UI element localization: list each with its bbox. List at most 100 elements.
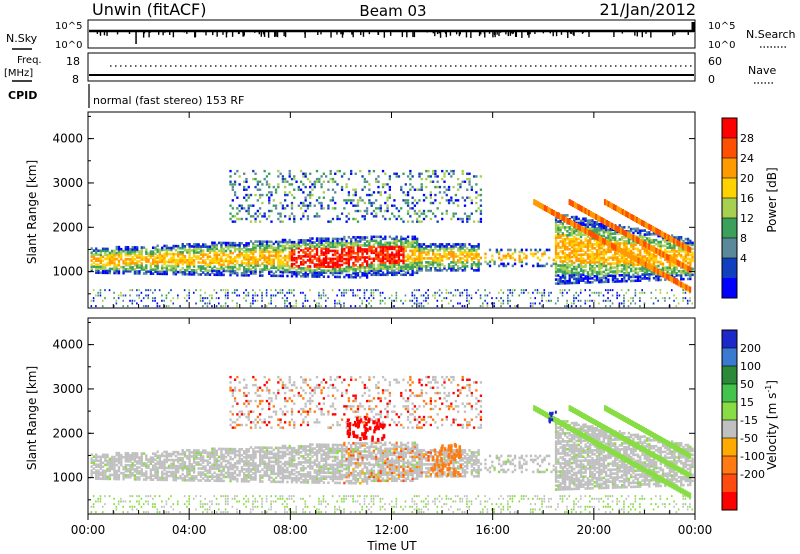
- scatter-cell: [416, 217, 419, 221]
- scatter-cell: [336, 269, 339, 273]
- scatter-cell: [215, 251, 219, 255]
- scatter-cell: [591, 251, 594, 254]
- scatter-cell: [220, 257, 223, 261]
- scatter-cell: [634, 291, 637, 294]
- scatter-cell: [602, 232, 605, 236]
- scatter-cell: [573, 235, 576, 239]
- scatter-cell: [584, 239, 587, 242]
- scatter-cell: [265, 240, 269, 244]
- scatter-cell: [625, 271, 628, 275]
- scatter-cell: [379, 253, 382, 257]
- scatter-cell: [666, 291, 669, 294]
- scatter-cell: [422, 249, 426, 252]
- scatter-cell: [395, 239, 398, 243]
- scatter-cell: [452, 169, 455, 173]
- scatter-cell: [343, 172, 346, 175]
- scatter-cell: [227, 255, 230, 259]
- scatter-cell: [188, 294, 191, 297]
- scatter-cell: [270, 260, 273, 264]
- scatter-cell: [386, 209, 389, 213]
- scatter-cell: [190, 245, 193, 248]
- scatter-cell: [331, 243, 335, 247]
- scatter-cell: [372, 263, 376, 267]
- scatter-cell: [450, 196, 453, 199]
- scatter-cell: [306, 249, 310, 252]
- scatter-cell: [627, 247, 631, 251]
- scatter-cell: [101, 475, 105, 479]
- scatter-cell: [674, 238, 678, 245]
- scatter-cell: [334, 269, 337, 273]
- scatter-cell: [411, 207, 414, 210]
- scatter-cell: [404, 273, 407, 277]
- scatter-cell: [258, 258, 262, 261]
- scatter-cell: [673, 250, 676, 253]
- scatter-cell: [304, 297, 307, 300]
- scatter-cell: [545, 262, 549, 266]
- scatter-cell: [686, 239, 690, 243]
- scatter-cell: [306, 193, 310, 197]
- scatter-cell: [356, 260, 360, 263]
- scatter-cell: [309, 261, 312, 264]
- scatter-cell: [270, 246, 273, 250]
- scatter-cell: [315, 302, 318, 305]
- scatter-cell: [249, 270, 253, 273]
- scatter-cell: [511, 294, 514, 297]
- scatter-cell: [206, 249, 209, 252]
- scatter-cell: [642, 240, 646, 247]
- scatter-cell: [340, 249, 344, 253]
- scatter-cell: [664, 299, 666, 302]
- scatter-cell: [604, 280, 608, 284]
- scatter-cell: [350, 243, 353, 247]
- scatter-cell: [306, 255, 310, 258]
- scatter-cell: [675, 268, 678, 271]
- scatter-cell: [568, 241, 571, 245]
- y-tick-label: 1000: [52, 265, 83, 279]
- scatter-cell: [190, 271, 193, 274]
- scatter-cell: [245, 244, 248, 247]
- scatter-cell: [604, 236, 608, 240]
- scatter-cell: [142, 256, 146, 259]
- scatter-cell: [404, 263, 407, 267]
- scatter-cell: [452, 247, 455, 250]
- scatter-cell: [356, 265, 360, 269]
- scatter-cell: [202, 271, 205, 274]
- scatter-cell: [315, 269, 319, 272]
- scatter-cell: [416, 259, 419, 263]
- scatter-cell: [393, 257, 396, 261]
- scatter-cell: [361, 250, 364, 253]
- scatter-cell: [295, 268, 298, 272]
- scatter-cell: [361, 188, 364, 191]
- scatter-cell: [331, 261, 335, 265]
- scatter-cell: [140, 291, 143, 294]
- scatter-cell: [281, 248, 285, 252]
- scatter-cell: [92, 257, 96, 260]
- scatter-cell: [122, 269, 125, 273]
- scatter-cell: [431, 169, 435, 173]
- scatter-cell: [386, 183, 389, 186]
- scatter-cell: [243, 291, 245, 294]
- scatter-cell: [680, 281, 683, 288]
- scatter-cell: [224, 253, 228, 257]
- scatter-cell: [290, 248, 294, 252]
- scatter-cell: [395, 291, 398, 294]
- scatter-cell: [395, 299, 398, 302]
- scatter-cell: [598, 280, 601, 284]
- scatter-cell: [377, 273, 380, 277]
- scatter-cell: [108, 259, 112, 263]
- power-colorbar-label: Power [dB]: [765, 167, 779, 232]
- scatter-cell: [322, 191, 326, 194]
- scatter-cell: [274, 207, 278, 210]
- scatter-cell: [677, 254, 681, 257]
- scatter-cell: [684, 273, 687, 277]
- scatter-cell: [602, 228, 605, 232]
- scatter-cell: [352, 243, 355, 247]
- scatter-cell: [520, 264, 524, 268]
- scatter-cell: [429, 257, 432, 260]
- scatter-cell: [568, 277, 571, 281]
- scatter-cell: [163, 256, 166, 260]
- scatter-cell: [136, 254, 139, 257]
- scatter-cell: [101, 469, 105, 473]
- scatter-cell: [95, 259, 98, 263]
- scatter-cell: [288, 302, 291, 305]
- scatter-cell: [279, 291, 282, 294]
